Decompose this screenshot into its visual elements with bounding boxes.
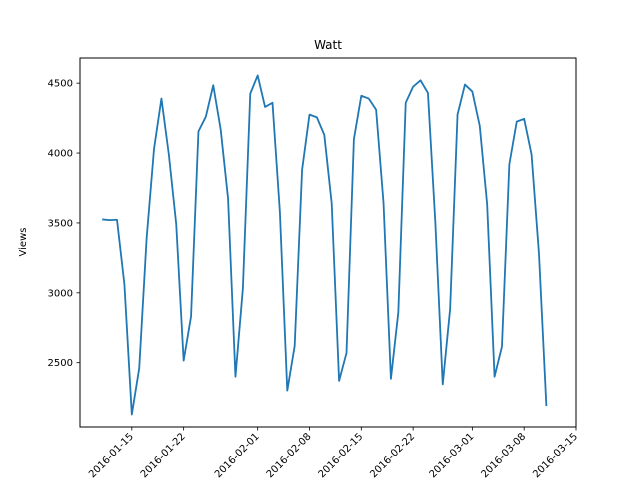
plot-area-frame — [79, 57, 577, 428]
y-tick-label: 4500 — [48, 79, 73, 90]
series-line — [102, 74, 548, 416]
y-axis-ticks: 2500 3000 3500 4000 4500 — [48, 79, 80, 369]
y-axis-label: Views — [18, 228, 29, 257]
chart-title: Watt — [314, 38, 342, 52]
y-tick-label: 3500 — [48, 218, 73, 229]
y-tick-label: 3000 — [48, 288, 73, 299]
y-tick-label: 2500 — [48, 358, 73, 369]
y-tick-label: 4000 — [48, 149, 73, 160]
